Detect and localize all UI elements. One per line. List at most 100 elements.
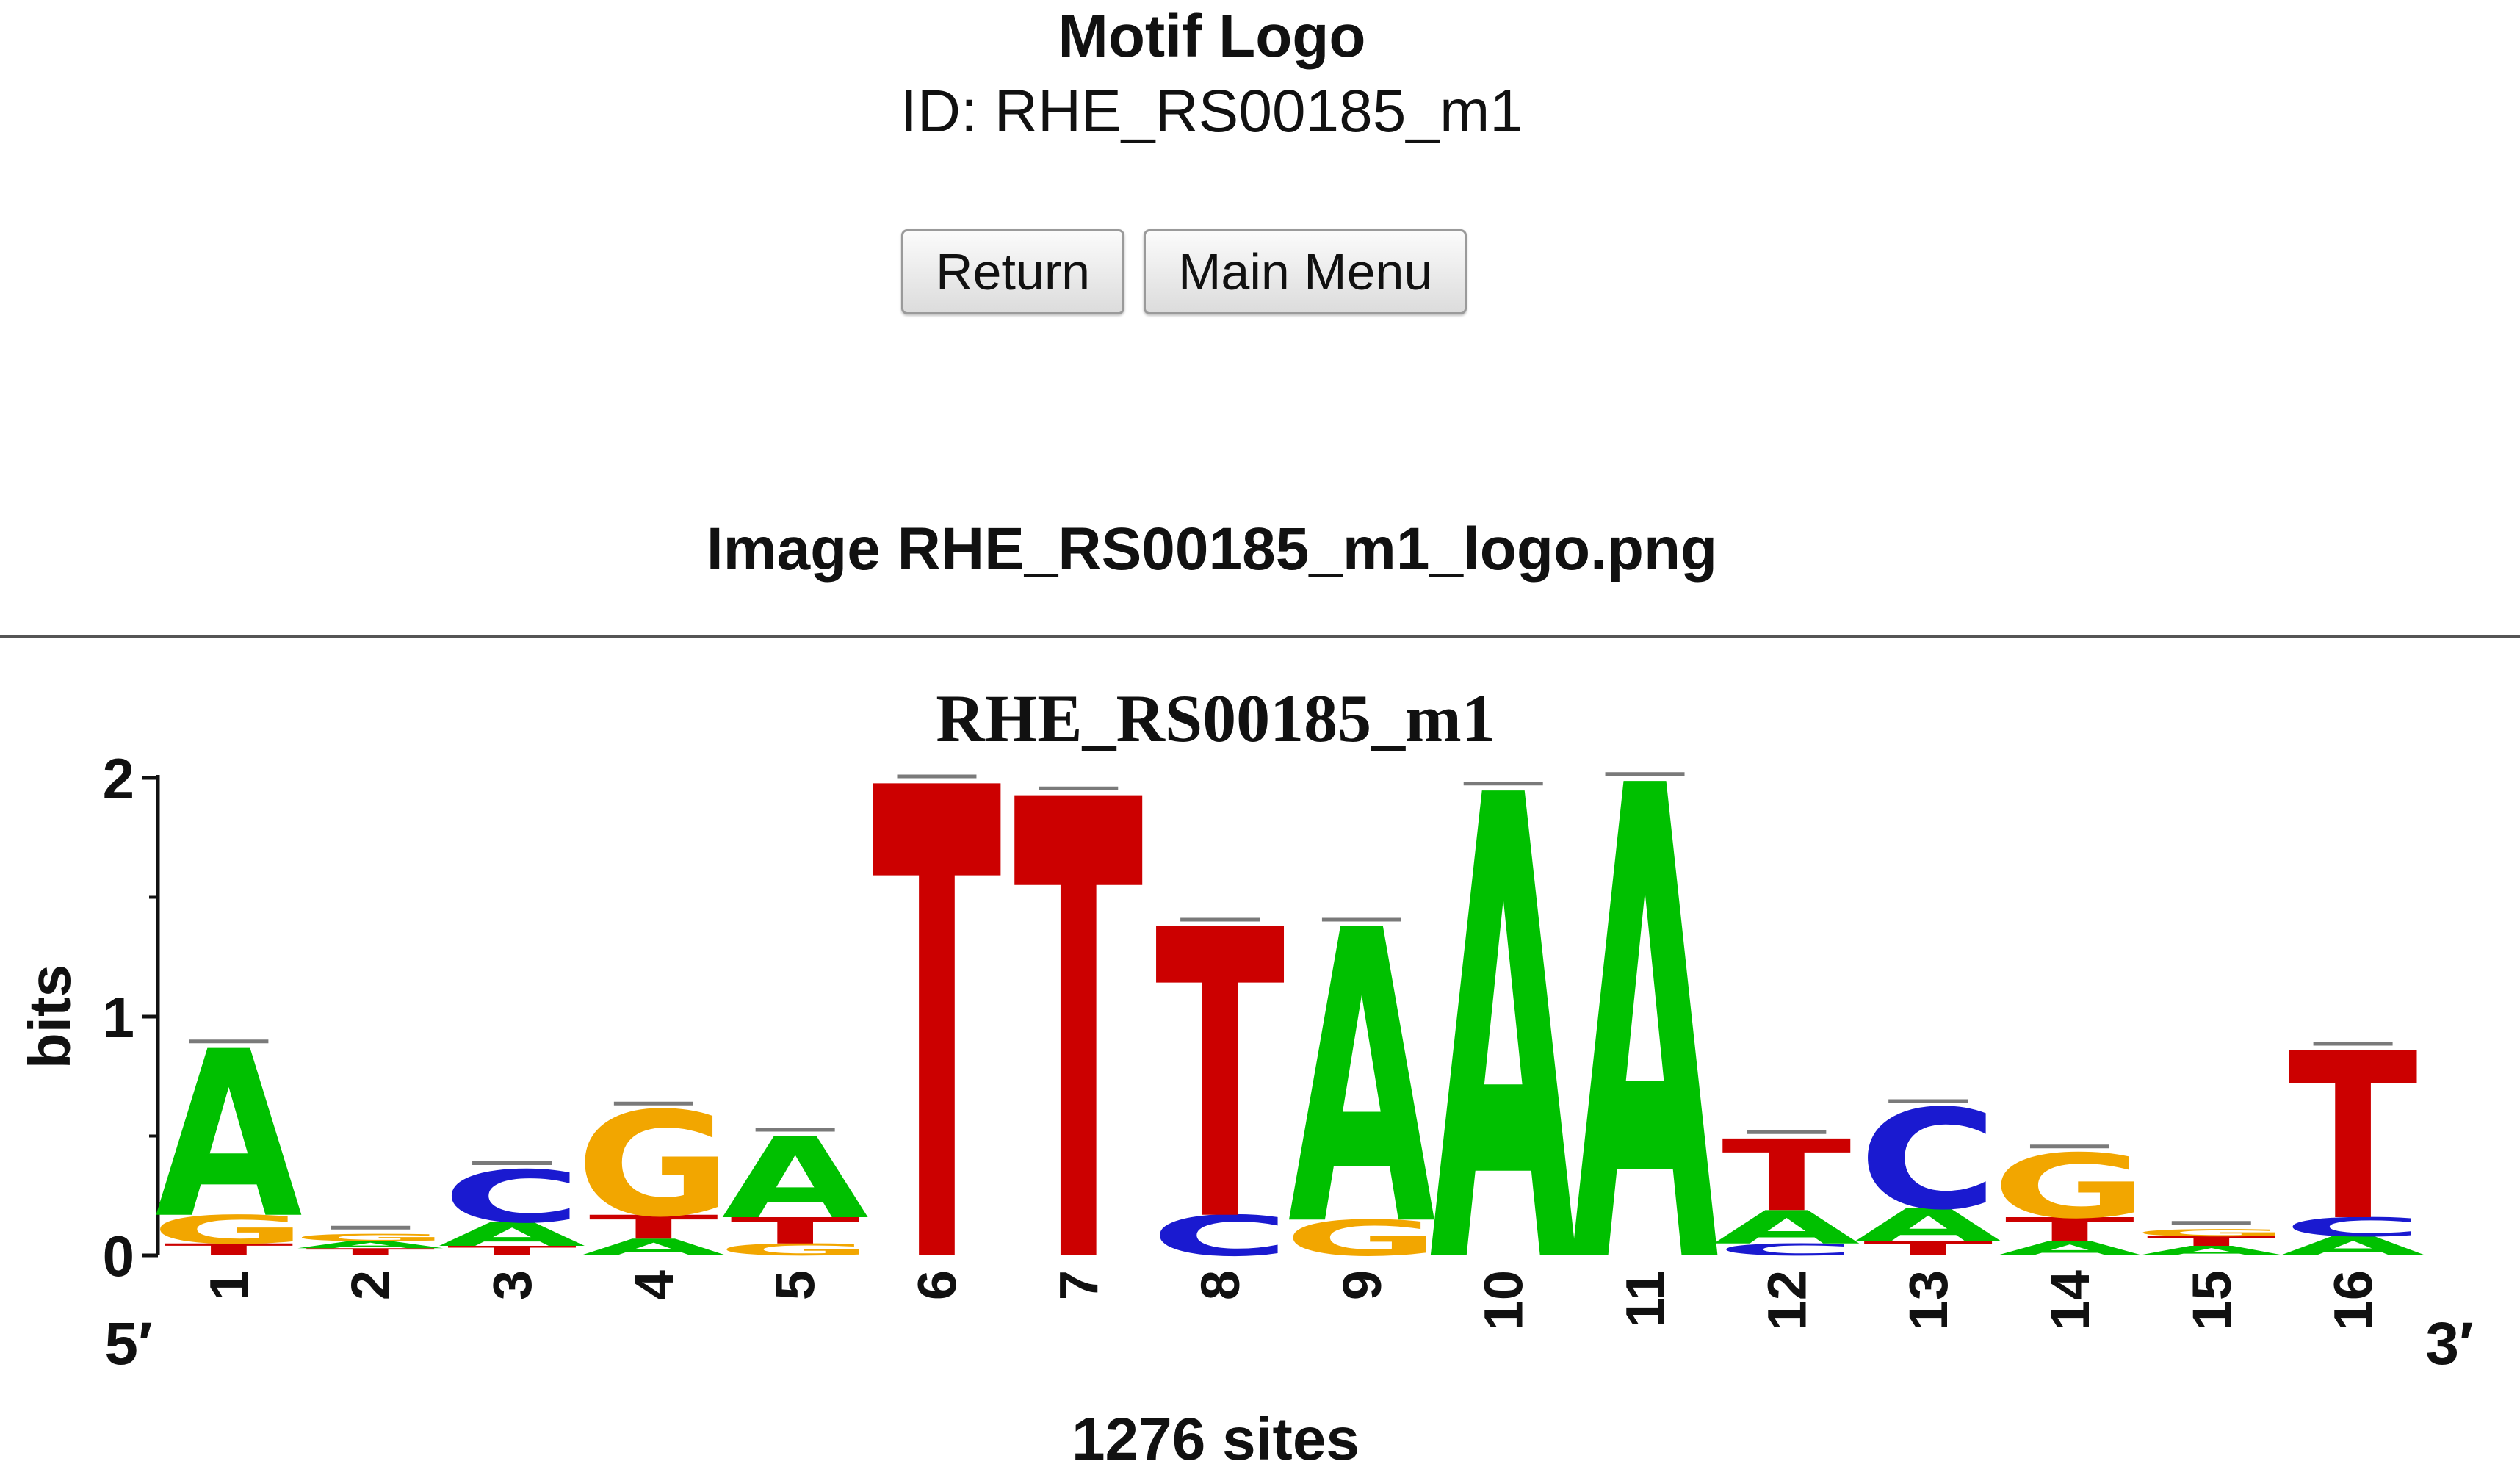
logo-letter-A: A xyxy=(2138,1244,2285,1259)
logo-letter-A: A xyxy=(2279,1231,2426,1262)
logo-letter-T: T xyxy=(1722,1119,1852,1233)
logo-letter-G: G xyxy=(292,1232,449,1244)
x-tick-label: 2 xyxy=(340,1270,401,1300)
logo-letter-C: C xyxy=(1716,1240,1856,1259)
x-tick-label: 13 xyxy=(1898,1270,1959,1330)
x-axis-labels: 1 2 3 4 5 6 7 8 9 10 11 12 13 14 15 16 xyxy=(198,1270,2383,1330)
logo-column: ATG xyxy=(576,1082,732,1261)
x-tick-label: 6 xyxy=(906,1270,967,1300)
error-bar xyxy=(613,1101,693,1106)
error-bar xyxy=(897,774,977,779)
logo-letter-T: T xyxy=(164,1240,294,1259)
logo-letter-T: T xyxy=(1863,1237,1993,1260)
logo-letter-T: T xyxy=(589,1208,719,1247)
page-title: Motif Logo xyxy=(1058,3,1366,70)
x-tick-label: 3 xyxy=(482,1270,543,1300)
error-bar xyxy=(1463,782,1543,786)
logo-letter-A: A xyxy=(297,1239,444,1251)
x-tick-label: 16 xyxy=(2323,1270,2384,1330)
x-tick-label: 8 xyxy=(1190,1270,1251,1300)
logo-letter-G: G xyxy=(1284,1210,1440,1267)
main-menu-button[interactable]: Main Menu xyxy=(1144,229,1467,314)
error-bar xyxy=(1888,1099,1968,1103)
logo-letter-T: T xyxy=(1014,669,1144,1404)
logo-letter-C: C xyxy=(442,1155,582,1239)
y-tick-label: 0 xyxy=(103,1224,134,1288)
sites-count-label: 1276 sites xyxy=(1072,1406,1360,1473)
error-bar xyxy=(331,1225,411,1230)
logo-column: TAC xyxy=(438,1155,585,1258)
x-tick-label: 9 xyxy=(1332,1270,1393,1300)
logo-letter-A: A xyxy=(1996,1237,2143,1260)
logo-letter-A: A xyxy=(1288,847,1437,1316)
x-tick-label: 15 xyxy=(2181,1270,2242,1330)
x-tick-label: 10 xyxy=(1473,1270,1534,1330)
logo-column: T xyxy=(872,655,1003,1409)
logo-column: CAT xyxy=(1713,1119,1860,1259)
logo-letter-C: C xyxy=(1150,1204,1290,1269)
motif-id: ID: RHE_RS00185_m1 xyxy=(900,78,1523,145)
x-tick-label: 5 xyxy=(765,1270,826,1300)
logo-letter-T: T xyxy=(1155,848,1286,1308)
logo-letter-T: T xyxy=(730,1210,860,1252)
error-bar xyxy=(1605,772,1685,776)
logo-letter-A: A xyxy=(1430,664,1578,1407)
logo-column: A xyxy=(1430,664,1578,1407)
logo-column: ATG xyxy=(1992,1136,2148,1261)
x-tick-label: 14 xyxy=(2040,1270,2101,1330)
error-bar xyxy=(189,1039,269,1044)
y-tick-label: 1 xyxy=(103,985,134,1050)
divider xyxy=(0,635,2520,638)
image-caption: Image RHE_RS00185_m1_logo.png xyxy=(706,516,1718,583)
logo-letter-T: T xyxy=(2146,1234,2276,1249)
logo-letter-T: T xyxy=(2288,1005,2419,1272)
logo-column: TAC xyxy=(1855,1081,2001,1260)
error-bar xyxy=(1180,917,1260,922)
logo-letter-A: A xyxy=(155,1002,303,1269)
three-prime-label: 3′ xyxy=(2425,1310,2473,1377)
logo-letter-G: G xyxy=(576,1082,732,1249)
error-bar xyxy=(1321,917,1401,922)
error-bar xyxy=(2029,1144,2109,1149)
error-bar xyxy=(472,1161,552,1165)
x-tick-label: 4 xyxy=(624,1270,685,1300)
error-bar xyxy=(2313,1042,2393,1046)
x-tick-label: 1 xyxy=(198,1270,259,1300)
error-bar xyxy=(2171,1221,2251,1225)
y-axis-label: bits xyxy=(17,964,82,1069)
logo-letter-C: C xyxy=(1858,1081,1998,1241)
error-bar xyxy=(1039,786,1119,790)
button-row: Return Main Menu xyxy=(901,229,1467,314)
logo-letter-A: A xyxy=(438,1216,585,1254)
logo-letter-A: A xyxy=(580,1234,727,1261)
logo-letter-A: A xyxy=(721,1114,868,1244)
error-bar xyxy=(755,1128,835,1132)
y-axis: 0 1 2 xyxy=(103,746,160,1288)
logo-letter-T: T xyxy=(447,1244,577,1259)
logo-column: TAG xyxy=(292,1225,449,1258)
logo-letter-G: G xyxy=(151,1207,307,1252)
logo-column: TGA xyxy=(151,1002,307,1269)
logo-column: A xyxy=(1571,651,1719,1409)
logo-letter-A: A xyxy=(1713,1201,1860,1254)
logo-column: ACT xyxy=(2279,1005,2426,1272)
logo-letter-G: G xyxy=(717,1240,873,1259)
error-bar xyxy=(1747,1130,1827,1134)
logo-letter-C: C xyxy=(2283,1212,2423,1243)
logo-letter-T: T xyxy=(306,1247,436,1258)
logo-letter-T: T xyxy=(872,655,1003,1409)
logo-letter-A: A xyxy=(1855,1199,2001,1252)
x-tick-label: 12 xyxy=(1756,1270,1817,1330)
logo-column: GTA xyxy=(717,1114,873,1259)
x-tick-label: 11 xyxy=(1615,1270,1676,1327)
logo-column: T xyxy=(1014,669,1144,1404)
five-prime-label: 5′ xyxy=(104,1310,152,1377)
logo-column: CT xyxy=(1150,848,1290,1308)
return-button[interactable]: Return xyxy=(901,229,1125,314)
logo-letter-G: G xyxy=(1992,1136,2148,1238)
chart-title: RHE_RS00185_m1 xyxy=(936,681,1495,756)
logo-letter-G: G xyxy=(2134,1227,2290,1239)
